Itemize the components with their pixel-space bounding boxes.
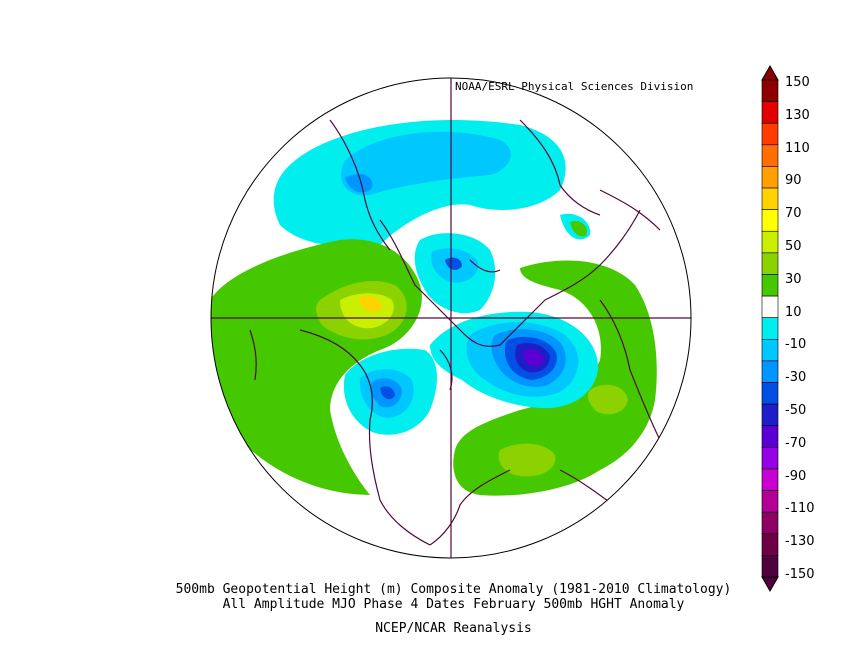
colorbar-label: -110 <box>785 501 815 517</box>
colorbar-segment <box>761 360 779 383</box>
colorbar-label: 10 <box>785 304 802 320</box>
colorbar-label: -130 <box>785 534 815 550</box>
map-border <box>210 77 692 559</box>
colorbar-segment <box>761 425 779 448</box>
colorbar-label: 110 <box>785 140 810 156</box>
colorbar-bottom-arrow <box>761 576 779 593</box>
colorbar-label: 50 <box>785 239 802 254</box>
colorbar-label: 130 <box>785 107 810 123</box>
colorbar-label: -10 <box>785 337 807 353</box>
colorbar-label: 70 <box>785 206 802 222</box>
colorbar-segment <box>761 144 779 167</box>
pacific-negative-core <box>341 131 511 196</box>
colorbar-label: 90 <box>785 173 802 189</box>
colorbar-segment <box>761 317 779 340</box>
colorbar-segment <box>761 122 779 146</box>
caption-line-1: 500mb Geopotential Height (m) Composite … <box>175 582 732 597</box>
colorbar-segment <box>761 79 779 102</box>
colorbar-segment <box>761 555 779 578</box>
colorbar-label: -50 <box>785 403 807 418</box>
colorbar-segment <box>761 468 779 491</box>
colorbar-segment <box>761 403 779 427</box>
colorbar-label: -150 <box>785 567 815 582</box>
credit-text: NOAA/ESRL Physical Sciences Division <box>455 80 694 93</box>
colorbar-segment <box>761 252 779 275</box>
caption-line-3: NCEP/NCAR Reanalysis <box>375 621 532 636</box>
pacific-negative-inner <box>345 174 373 193</box>
colorbar-label: -70 <box>785 435 807 451</box>
colorbar-label: -30 <box>785 370 807 386</box>
colorbar-label: 150 <box>785 75 810 90</box>
colorbar-segment <box>761 101 779 124</box>
colorbar-segment <box>761 295 779 318</box>
colorbar-top-arrow <box>761 64 779 81</box>
east-positive-region <box>453 260 657 496</box>
colorbar-segment <box>761 511 779 535</box>
colorbar-segment <box>761 274 779 297</box>
colorbar-segment <box>761 533 779 556</box>
colorbar-label: 30 <box>785 271 802 287</box>
colorbar-segment <box>761 209 779 232</box>
caption-line-2: All Amplitude MJO Phase 4 Dates February… <box>222 597 685 612</box>
colorbar-segment <box>761 166 779 189</box>
anomaly-field <box>211 120 657 496</box>
colorbar <box>761 64 779 593</box>
colorbar-segment <box>761 230 779 254</box>
colorbar-segment <box>761 187 779 210</box>
colorbar-label: -90 <box>785 468 807 484</box>
colorbar-segment <box>761 447 779 470</box>
colorbar-segment <box>761 490 779 513</box>
colorbar-segment <box>761 339 779 362</box>
colorbar-segment <box>761 382 779 405</box>
